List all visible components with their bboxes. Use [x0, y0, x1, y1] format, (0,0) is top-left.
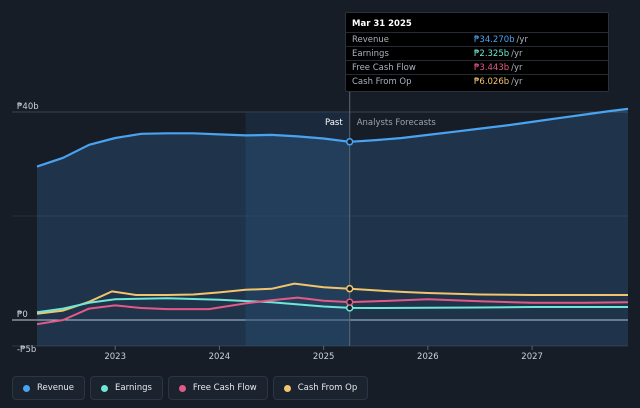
grid	[12, 111, 628, 347]
legend-label: Cash From Op	[297, 383, 358, 393]
x-axis: 2023 2024 2025 2026 2027	[104, 346, 543, 362]
hover-markers	[345, 138, 354, 312]
line-free-cash-flow	[36, 296, 629, 326]
tooltip-row-label: Free Cash Flow	[352, 63, 416, 73]
legend-label: Revenue	[37, 383, 75, 393]
tooltip-row-label: Revenue	[352, 35, 390, 45]
tooltip-row: Cash From Op ₱6.026b/yr	[346, 74, 608, 88]
x-tick-label: 2023	[104, 352, 126, 362]
tooltip-row: Revenue ₱34.270b/yr	[346, 32, 608, 46]
x-tick-label: 2027	[521, 352, 543, 362]
marker-revenue	[345, 138, 354, 146]
line-earnings	[36, 297, 628, 314]
marker-cash-from-op	[345, 284, 354, 293]
tooltip: Mar 31 2025 Revenue ₱34.270b/yr Earnings ₱2…	[345, 12, 609, 92]
legend-dot-icon	[101, 384, 109, 392]
tooltip-row-value: ₱34.270b/yr	[474, 35, 528, 45]
area-revenue	[37, 108, 628, 346]
y-tick-label: ₱40b	[17, 102, 39, 112]
x-tick-label: 2025	[313, 352, 335, 362]
x-tick-label: 2026	[417, 352, 439, 362]
tooltip-row-label: Earnings	[352, 49, 389, 59]
analysts-forecasts-label: Analysts Forecasts	[357, 118, 437, 128]
past-label: Past	[325, 118, 343, 128]
y-tick-label: ₱0	[17, 310, 28, 320]
line-revenue	[36, 107, 629, 168]
tooltip-date: Mar 31 2025	[352, 19, 412, 29]
legend-item-free-cash-flow[interactable]: Free Cash Flow	[167, 376, 268, 400]
legend: Revenue Earnings Free Cash Flow Cash From O…	[12, 376, 369, 400]
legend-dot-icon	[283, 384, 291, 392]
tooltip-row-value: ₱6.026b/yr	[474, 77, 523, 87]
line-cash-from-op	[36, 282, 628, 315]
legend-dot-icon	[23, 384, 30, 392]
tooltip-row: Earnings ₱2.325b/yr	[346, 46, 608, 60]
tooltip-row-value: ₱3.443b/yr	[474, 63, 523, 73]
legend-item-cash-from-op[interactable]: Cash From Op	[272, 376, 369, 400]
tooltip-row-value: ₱2.325b/yr	[474, 49, 523, 59]
marker-free-cash-flow	[345, 298, 354, 306]
y-axis: ₱40b ₱0 -₱5b	[17, 102, 39, 355]
tooltip-row-label: Cash From Op	[352, 77, 412, 87]
series-layer	[36, 107, 629, 346]
legend-label: Earnings	[115, 383, 152, 393]
tooltip-row: Free Cash Flow ₱3.443b/yr	[346, 60, 608, 74]
x-tick-label: 2024	[209, 352, 231, 362]
y-tick-label: -₱5b	[17, 345, 36, 355]
legend-label: Free Cash Flow	[192, 383, 257, 393]
chart-area: Past Analysts Forecasts ₱40b₱0-₱5b 2023 2…	[12, 92, 629, 362]
legend-item-earnings[interactable]: Earnings	[90, 376, 163, 400]
legend-dot-icon	[178, 384, 186, 392]
legend-item-revenue[interactable]: Revenue	[12, 376, 86, 400]
